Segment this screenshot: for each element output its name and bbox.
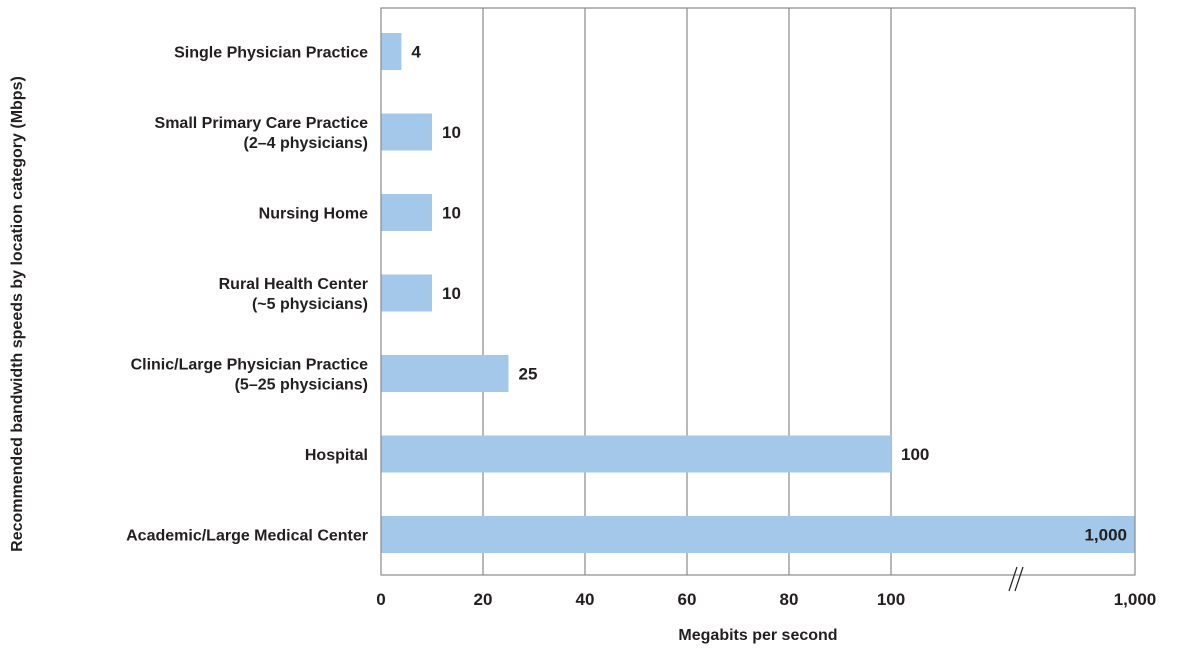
bar-3: [381, 274, 432, 312]
x-tick-label-0: 0: [376, 590, 385, 609]
axis-break-mark: [1008, 566, 1024, 592]
data-label-3: 10: [442, 284, 461, 303]
category-label-4-line-1: (5–25 physicians): [235, 377, 368, 394]
plot-border: [380, 7, 1136, 576]
gridlines: [482, 8, 892, 575]
data-label-2: 10: [442, 204, 461, 223]
category-label-5: Hospital: [305, 447, 368, 464]
category-label-4: Clinic/Large Physician Practice: [131, 357, 369, 374]
data-label-4: 25: [519, 365, 538, 384]
category-label-1: Small Primary Care Practice: [155, 115, 369, 132]
category-label-6: Academic/Large Medical Center: [126, 528, 368, 545]
x-tick-labels: 0 20 40 60 80 100 1,000: [376, 590, 1156, 609]
y-axis-title: Recommended bandwidth speeds by location…: [9, 76, 26, 552]
category-label-3: Rural Health Center: [219, 276, 368, 293]
data-label-5: 100: [901, 445, 929, 464]
category-labels: Single Physician Practice Small Primary C…: [126, 45, 368, 545]
data-labels: 4 10 10 10 25 100 1,000: [411, 43, 1127, 545]
x-tick-label-6: 1,000: [1114, 590, 1157, 609]
bar-6: [381, 516, 1135, 553]
bar-5: [381, 435, 891, 473]
axis-break-stroke-1: [1014, 566, 1024, 592]
bar-4: [381, 355, 509, 392]
x-axis-title: Megabits per second: [678, 627, 837, 644]
category-label-3-line-1: (~5 physicians): [252, 296, 368, 313]
x-tick-label-1: 20: [474, 590, 493, 609]
plot-frame: [380, 7, 1136, 576]
bar-1: [381, 113, 432, 151]
data-label-6: 1,000: [1084, 526, 1127, 545]
category-label-1-line-1: (2–4 physicians): [244, 135, 369, 152]
x-tick-label-2: 40: [576, 590, 595, 609]
bar-0: [381, 33, 402, 70]
category-label-2: Nursing Home: [259, 206, 368, 223]
data-label-0: 4: [411, 43, 421, 62]
bar-2: [381, 194, 432, 231]
bars: [381, 33, 1135, 553]
axis-break-stroke-0: [1008, 566, 1018, 592]
x-tick-label-3: 60: [678, 590, 697, 609]
data-label-1: 10: [442, 123, 461, 142]
category-label-0: Single Physician Practice: [174, 45, 368, 62]
x-tick-label-5: 100: [877, 590, 905, 609]
x-tick-label-4: 80: [780, 590, 799, 609]
